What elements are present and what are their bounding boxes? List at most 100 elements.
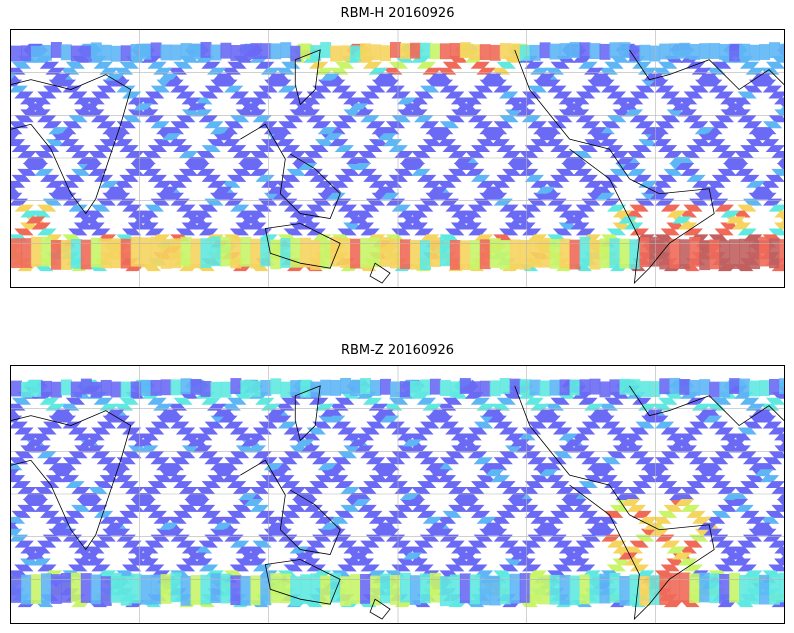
swath-cell bbox=[280, 145, 301, 153]
swath-cell bbox=[161, 469, 182, 477]
swath-cell bbox=[142, 504, 162, 512]
swath-cell bbox=[445, 427, 465, 435]
swath-cell bbox=[260, 67, 281, 75]
swath-cell bbox=[270, 573, 282, 603]
swath-cell bbox=[178, 168, 199, 176]
swath-cell bbox=[11, 380, 22, 397]
swath-cell bbox=[113, 516, 133, 524]
swath-cell bbox=[156, 463, 176, 471]
swath-cell bbox=[748, 127, 768, 135]
swath-cell bbox=[270, 43, 282, 60]
swath-cell bbox=[190, 162, 210, 170]
swath-cell bbox=[768, 204, 784, 212]
swath-cell bbox=[493, 534, 513, 542]
swath-cell bbox=[729, 572, 741, 603]
swath-cell bbox=[270, 239, 282, 270]
swath-cell bbox=[241, 439, 261, 447]
swath-cell bbox=[120, 575, 132, 606]
swath-cell bbox=[122, 115, 142, 123]
swath-cell bbox=[180, 236, 192, 267]
swath-cell bbox=[654, 421, 675, 429]
swath-cell bbox=[402, 439, 422, 447]
swath-cell bbox=[578, 481, 598, 489]
swath-cell bbox=[649, 79, 669, 87]
swath-cell bbox=[487, 192, 508, 200]
swath-cell bbox=[762, 457, 783, 465]
swath-cell bbox=[90, 451, 111, 459]
swath-cell bbox=[201, 145, 221, 153]
swath-cell bbox=[717, 504, 737, 512]
swath-cell bbox=[332, 121, 352, 129]
swath-cell bbox=[54, 469, 74, 477]
swath-cell bbox=[604, 61, 624, 69]
swath-cell bbox=[122, 451, 142, 459]
swath-cell bbox=[564, 552, 584, 560]
swath-cell bbox=[280, 481, 301, 489]
swath-cell bbox=[263, 463, 284, 471]
swath-cell bbox=[428, 409, 448, 417]
swath-cell bbox=[93, 510, 114, 518]
swath-cell bbox=[230, 238, 242, 269]
swath-cell bbox=[80, 573, 92, 603]
swath-cell bbox=[330, 236, 342, 267]
swath-cell bbox=[697, 522, 717, 530]
swath-cell bbox=[470, 174, 491, 182]
swath-cell bbox=[380, 45, 392, 62]
swath-cell bbox=[96, 198, 116, 206]
swath-cell bbox=[335, 61, 355, 69]
swath-cell bbox=[45, 516, 65, 524]
swath-cell bbox=[751, 186, 771, 194]
swath-cell bbox=[409, 239, 421, 270]
swath-cell bbox=[709, 239, 721, 270]
swath-cell bbox=[40, 236, 52, 267]
swath-cell bbox=[11, 73, 20, 81]
swath-cell bbox=[737, 427, 757, 435]
swath-cell bbox=[751, 73, 771, 81]
swath-cell bbox=[726, 552, 746, 560]
swath-cell bbox=[462, 558, 482, 566]
swath-cell bbox=[479, 239, 491, 270]
swath-cell bbox=[397, 210, 417, 218]
swath-cell bbox=[689, 44, 701, 60]
swath-cell bbox=[204, 198, 224, 206]
swath-cell bbox=[360, 427, 380, 435]
swath-cell bbox=[48, 127, 68, 135]
swath-cell bbox=[255, 397, 275, 405]
swath-cell bbox=[703, 192, 723, 200]
swath-cell bbox=[683, 115, 703, 123]
swath-cell bbox=[734, 151, 754, 159]
swath-cell bbox=[669, 572, 681, 603]
swath-cell bbox=[672, 552, 692, 560]
swath-cell bbox=[156, 127, 176, 135]
swath-cell bbox=[552, 564, 573, 572]
swath-cell bbox=[252, 540, 272, 548]
swath-cell bbox=[312, 534, 332, 542]
swath-cell bbox=[20, 45, 32, 62]
swath-cell bbox=[133, 216, 153, 224]
swath-cell bbox=[734, 504, 754, 512]
swath-cell bbox=[569, 575, 581, 606]
swath-cell bbox=[774, 558, 784, 566]
swath-cell bbox=[122, 564, 142, 572]
swath-cell bbox=[714, 91, 734, 99]
swath-cell bbox=[737, 115, 757, 123]
swath-cell bbox=[224, 121, 244, 129]
swath-cell bbox=[402, 103, 422, 111]
swath-cell bbox=[737, 564, 757, 572]
swath-cell bbox=[479, 380, 491, 397]
swath-cell bbox=[589, 73, 609, 81]
swath-cell bbox=[720, 433, 740, 441]
swath-cell bbox=[85, 445, 105, 453]
swath-cell bbox=[337, 451, 358, 459]
swath-cell bbox=[200, 574, 212, 605]
swath-cell bbox=[679, 239, 691, 270]
swath-cell bbox=[280, 42, 292, 59]
swath-cell bbox=[638, 139, 658, 147]
swath-cell bbox=[300, 574, 312, 605]
swath-cell bbox=[224, 534, 244, 542]
swath-cell bbox=[604, 510, 624, 518]
swath-cell bbox=[422, 516, 442, 524]
swath-cell bbox=[70, 572, 82, 603]
swath-cell bbox=[777, 162, 784, 170]
swath-cell bbox=[677, 109, 697, 117]
